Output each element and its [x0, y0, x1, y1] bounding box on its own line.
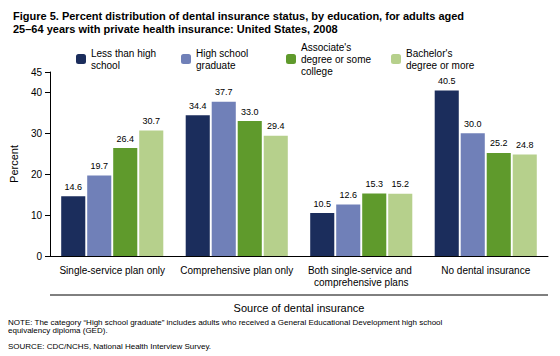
svg-text:30.0: 30.0: [464, 119, 482, 129]
svg-text:SOURCE: CDC/NCHS, National Hea: SOURCE: CDC/NCHS, National Health Interv…: [8, 342, 211, 351]
svg-text:Percent: Percent: [8, 145, 20, 183]
svg-text:10: 10: [31, 210, 43, 221]
svg-text:Both single-service and: Both single-service and: [308, 265, 415, 276]
svg-text:19.7: 19.7: [90, 161, 108, 171]
svg-text:Bachelor's: Bachelor's: [406, 48, 455, 59]
svg-text:37.7: 37.7: [215, 87, 233, 97]
svg-text:No dental insurance: No dental insurance: [441, 265, 530, 276]
svg-text:0: 0: [36, 251, 42, 262]
svg-text:Figure 5. Percent distribution: Figure 5. Percent distribution of dental…: [13, 10, 467, 22]
svg-text:High school: High school: [196, 48, 251, 59]
svg-text:20: 20: [31, 169, 43, 180]
svg-text:Source of dental insurance: Source of dental insurance: [234, 302, 365, 314]
svg-text:comprehensive plans: comprehensive plans: [314, 277, 409, 288]
svg-text:college: college: [301, 66, 333, 77]
svg-text:26.4: 26.4: [116, 134, 134, 144]
svg-text:equivalency diploma (GED).: equivalency diploma (GED).: [8, 326, 108, 335]
svg-text:40: 40: [31, 87, 43, 98]
svg-text:29.4: 29.4: [267, 121, 285, 131]
svg-text:25–64 years with private healt: 25–64 years with private health insuranc…: [13, 23, 338, 35]
svg-text:40.5: 40.5: [438, 76, 456, 86]
svg-text:15.2: 15.2: [391, 179, 409, 189]
svg-text:Less than high: Less than high: [91, 48, 159, 59]
svg-text:Associate's: Associate's: [301, 42, 354, 53]
svg-text:45: 45: [31, 67, 43, 78]
svg-text:33.0: 33.0: [241, 107, 259, 117]
svg-text:NOTE: The category “High schoo: NOTE: The category “High school graduate…: [8, 317, 445, 327]
svg-text:Comprehensive plan only: Comprehensive plan only: [180, 265, 293, 276]
svg-text:34.4: 34.4: [189, 101, 207, 111]
svg-text:30: 30: [31, 128, 43, 139]
svg-text:25.2: 25.2: [490, 138, 508, 148]
svg-text:Single-service plan only: Single-service plan only: [59, 265, 165, 276]
svg-text:14.6: 14.6: [64, 182, 82, 192]
svg-text:12.6: 12.6: [339, 190, 357, 200]
svg-text:graduate: graduate: [196, 60, 236, 71]
svg-text:10.5: 10.5: [313, 199, 331, 209]
svg-text:30.7: 30.7: [142, 116, 160, 126]
svg-text:degree or more: degree or more: [406, 60, 475, 71]
svg-text:school: school: [91, 60, 120, 71]
svg-text:degree or some: degree or some: [301, 54, 374, 65]
svg-text:24.8: 24.8: [516, 140, 534, 150]
svg-text:15.3: 15.3: [365, 179, 383, 189]
